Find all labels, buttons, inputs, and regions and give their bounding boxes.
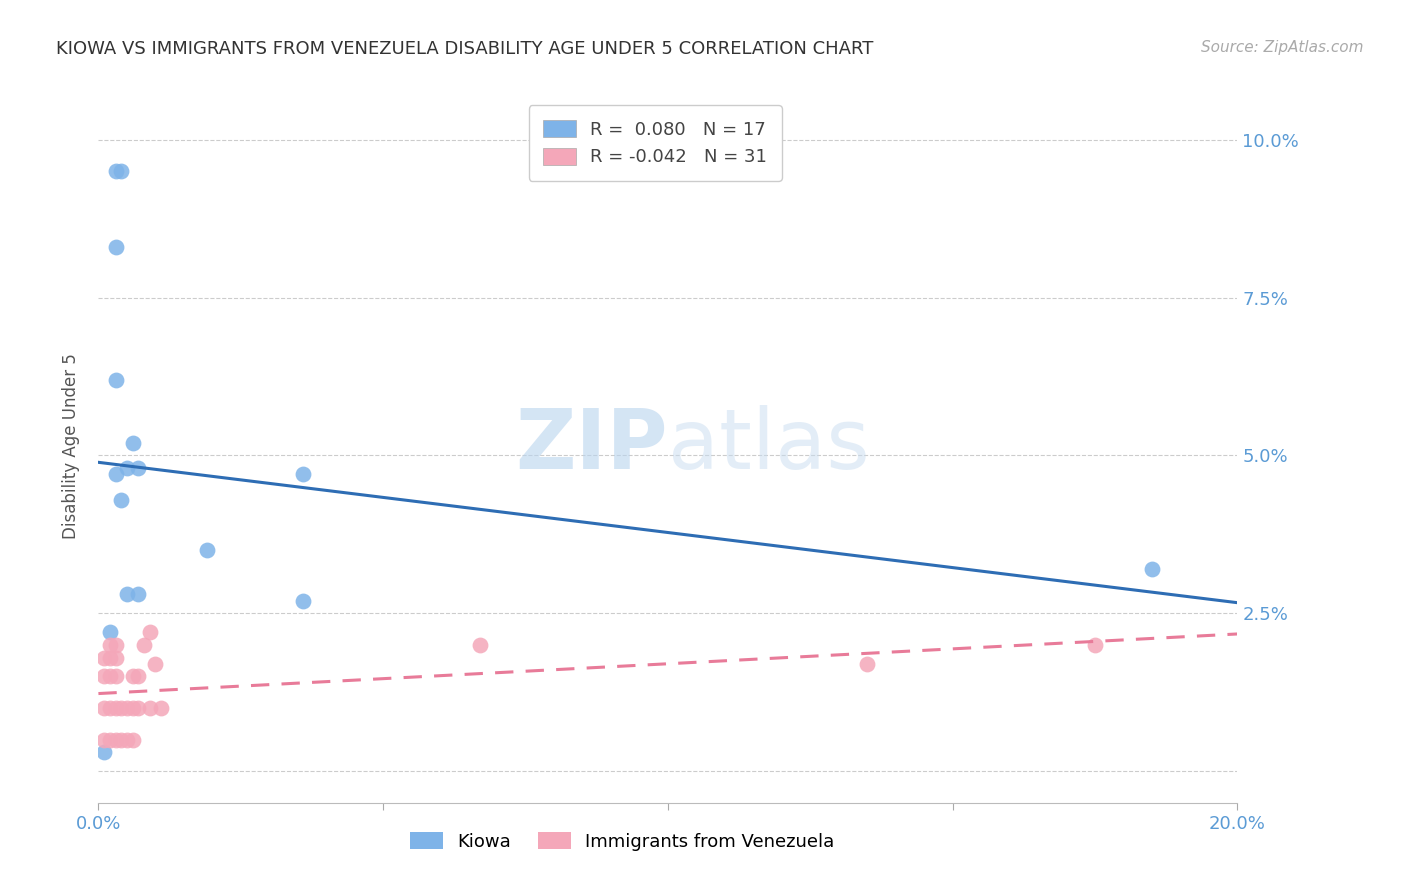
Text: atlas: atlas [668,406,869,486]
Point [110,492,132,507]
Point [104,732,127,747]
Point [115,587,138,601]
Point [104,669,127,683]
Point [138,625,160,640]
Legend: Kiowa, Immigrants from Venezuela: Kiowa, Immigrants from Venezuela [404,825,842,858]
Text: Source: ZipAtlas.com: Source: ZipAtlas.com [1201,40,1364,55]
Point [98,650,121,665]
Point [127,461,149,475]
Text: ZIP: ZIP [516,406,668,486]
Point [110,164,132,178]
Point [104,240,127,254]
Point [93,732,115,747]
Point [115,461,138,475]
Point [292,593,315,607]
Point [104,650,127,665]
Point [93,745,115,759]
Point [121,435,143,450]
Point [98,638,121,652]
Point [110,701,132,715]
Point [104,638,127,652]
Point [98,701,121,715]
Point [127,701,149,715]
Point [104,467,127,482]
Point [98,625,121,640]
Text: KIOWA VS IMMIGRANTS FROM VENEZUELA DISABILITY AGE UNDER 5 CORRELATION CHART: KIOWA VS IMMIGRANTS FROM VENEZUELA DISAB… [56,40,873,58]
Point [115,732,138,747]
Point [110,732,132,747]
Point [93,701,115,715]
Point [1084,638,1107,652]
Point [104,373,127,387]
Point [115,701,138,715]
Point [150,701,173,715]
Point [856,657,879,671]
Point [121,669,143,683]
Point [195,543,218,558]
Y-axis label: Disability Age Under 5: Disability Age Under 5 [62,353,80,539]
Point [127,587,149,601]
Point [121,732,143,747]
Point [121,701,143,715]
Point [104,164,127,178]
Point [145,657,167,671]
Point [1140,562,1163,576]
Point [292,467,315,482]
Point [98,669,121,683]
Point [104,701,127,715]
Point [138,701,160,715]
Point [93,650,115,665]
Point [98,732,121,747]
Point [127,669,149,683]
Point [132,638,155,652]
Point [93,669,115,683]
Point [468,638,491,652]
